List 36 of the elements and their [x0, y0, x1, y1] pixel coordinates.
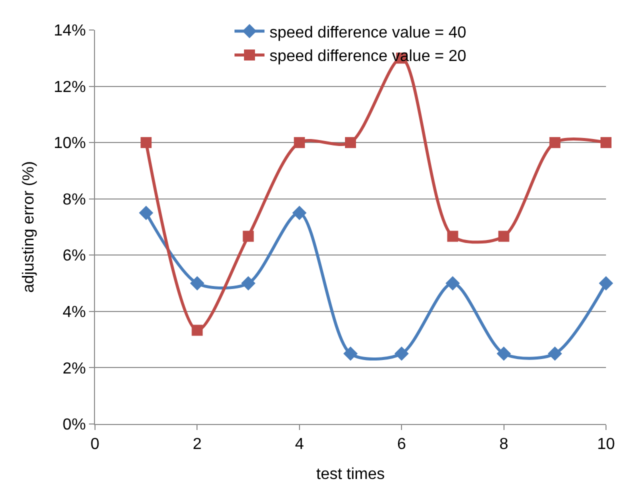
point	[294, 137, 305, 148]
y-tick-label: 14%	[54, 22, 86, 40]
point	[394, 346, 409, 361]
x-tick-label: 8	[499, 436, 508, 454]
y-tick-label: 8%	[62, 191, 86, 208]
y-tick-label: 2%	[62, 360, 86, 378]
point	[241, 276, 256, 290]
point	[496, 346, 511, 361]
y-tick-label: 10%	[54, 135, 86, 152]
point	[192, 324, 203, 336]
point	[190, 276, 204, 290]
x-axis-title: test times	[316, 466, 385, 483]
point	[498, 230, 510, 242]
y-tick-label: 12%	[54, 78, 86, 96]
x-tick-label: 2	[192, 436, 202, 454]
point	[343, 346, 358, 361]
point	[549, 137, 560, 148]
point	[598, 276, 614, 290]
point	[447, 230, 458, 242]
point	[140, 137, 152, 148]
point	[138, 206, 154, 220]
point	[446, 276, 460, 290]
legend-label: speed difference value = 40	[270, 24, 466, 42]
y-tick-label: 6%	[62, 248, 86, 265]
point	[242, 230, 254, 242]
point	[292, 206, 307, 220]
y-tick-label: 0%	[62, 416, 86, 434]
point	[548, 346, 562, 361]
x-tick-label: 4	[294, 436, 304, 454]
x-tick-label: 0	[90, 436, 100, 454]
point	[345, 137, 356, 148]
point	[600, 137, 612, 148]
x-tick-label: 10	[597, 436, 615, 454]
y-axis-title: adjusting error (%)	[20, 161, 38, 293]
y-tick-label: 4%	[62, 304, 86, 322]
x-tick-label: 6	[397, 436, 406, 454]
